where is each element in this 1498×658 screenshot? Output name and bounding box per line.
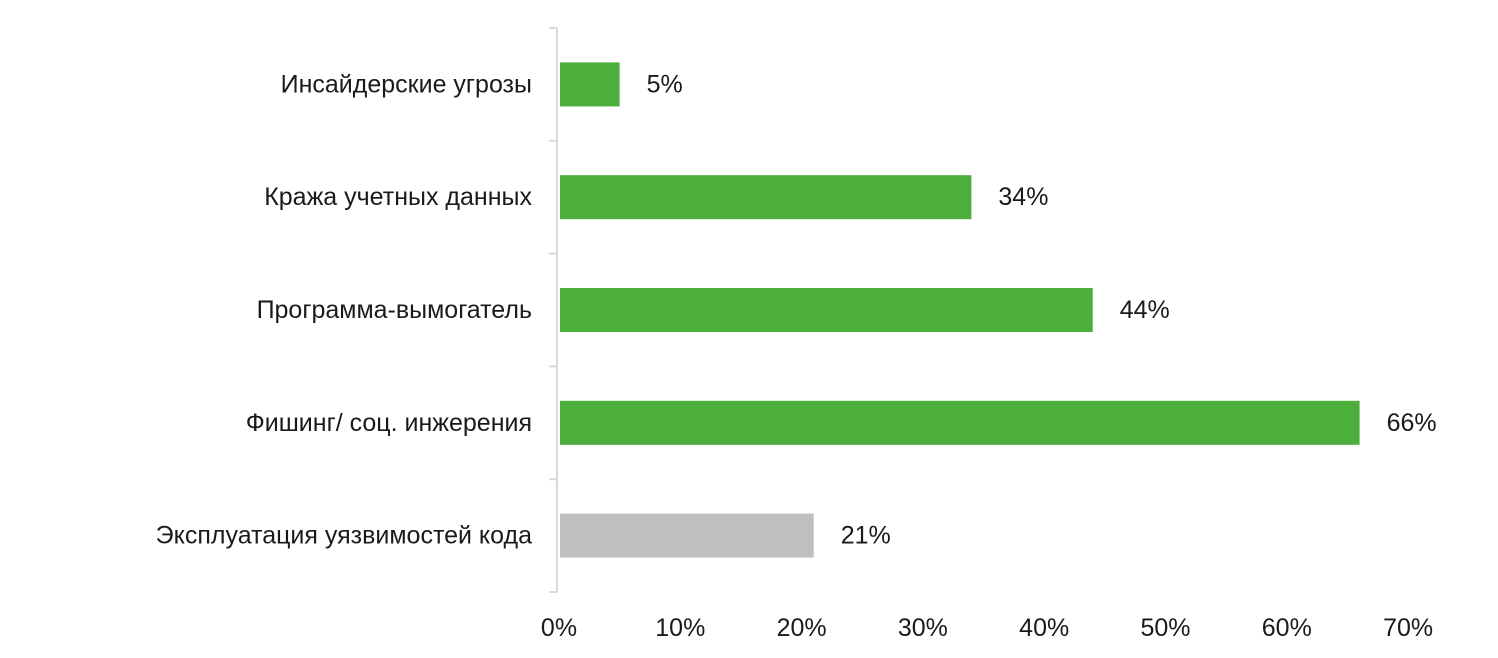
data-label: 21% <box>841 522 891 550</box>
x-tick-label: 70% <box>1383 614 1433 642</box>
data-label: 34% <box>998 183 1048 211</box>
axis-layer <box>549 27 558 593</box>
bar <box>560 400 1360 445</box>
data-label: 5% <box>647 70 683 98</box>
data-label: 66% <box>1387 409 1437 437</box>
category-label: Программа-вымогатель <box>257 296 532 324</box>
x-tick-label: 0% <box>541 614 577 642</box>
data-label: 44% <box>1120 296 1170 324</box>
category-label: Инсайдерские угрозы <box>281 70 532 98</box>
category-label: Эксплуатация уязвимостей кода <box>156 522 532 550</box>
category-label: Кража учетных данных <box>264 183 532 211</box>
x-tick-label: 10% <box>655 614 705 642</box>
labels-layer: Инсайдерские угрозы 5% Кража учетных данны… <box>156 70 1437 642</box>
x-tick-label: 50% <box>1140 614 1190 642</box>
bar <box>560 175 972 220</box>
x-tick-label: 60% <box>1262 614 1312 642</box>
bar <box>560 513 814 558</box>
bars-layer <box>560 62 1360 558</box>
category-label: Фишинг/ соц. инжерения <box>246 409 532 437</box>
x-tick-label: 30% <box>898 614 948 642</box>
bar <box>560 62 620 107</box>
x-tick-label: 40% <box>1019 614 1069 642</box>
bar <box>560 288 1093 332</box>
x-tick-label: 20% <box>777 614 827 642</box>
